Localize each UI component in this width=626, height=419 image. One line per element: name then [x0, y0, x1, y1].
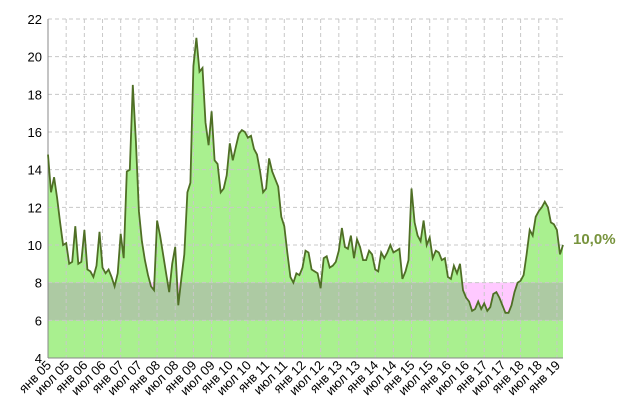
- y-tick-label: 8: [35, 276, 42, 291]
- y-tick-label: 14: [28, 163, 42, 178]
- y-tick-label: 20: [28, 50, 42, 65]
- y-tick-label: 4: [35, 351, 42, 366]
- y-tick-label: 12: [28, 200, 42, 215]
- y-tick-label: 6: [35, 313, 42, 328]
- y-tick-label: 16: [28, 125, 42, 140]
- y-tick-label: 18: [28, 87, 42, 102]
- line: [47, 37, 564, 314]
- annotation: 10,0%: [573, 231, 616, 248]
- y-tick-label: 22: [28, 12, 42, 27]
- y-tick-label: 10: [28, 238, 42, 253]
